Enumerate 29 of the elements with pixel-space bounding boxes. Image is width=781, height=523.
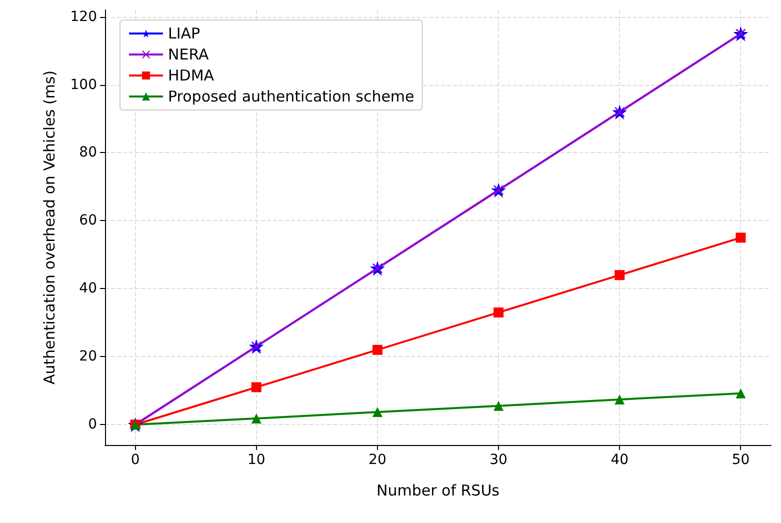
y-axis-title: Authentication overhead on Vehicles (ms) [40,70,58,385]
x-axis-title: Number of RSUs [376,482,500,500]
y-tick-label: 20 [79,348,97,365]
legend-label: NERA [168,46,210,64]
point [736,388,746,398]
point [614,270,625,280]
point [372,407,382,418]
point [251,382,262,392]
point [494,307,504,318]
x-tick-label: 10 [247,452,266,468]
point [251,413,262,424]
x-tick-label: 0 [130,452,140,468]
point [614,394,625,404]
legend-label: LIAP [168,24,200,42]
y-tick-label: 80 [79,144,97,161]
x-tick-label: 40 [610,452,629,468]
legend-label: HDMA [168,66,215,84]
x-tick-label: 30 [490,452,508,468]
y-tick-label: 120 [70,8,97,25]
point [494,400,504,411]
y-tick-label: 40 [79,280,97,297]
point [736,232,746,243]
legend-label: Proposed authentication scheme [168,88,414,106]
y-tick-label: 100 [70,76,97,93]
x-tick-label: 20 [368,452,386,468]
x-tick-label: 50 [732,452,750,468]
point [372,344,382,355]
y-tick-label: 60 [79,212,97,229]
y-tick-label: 0 [88,416,97,433]
